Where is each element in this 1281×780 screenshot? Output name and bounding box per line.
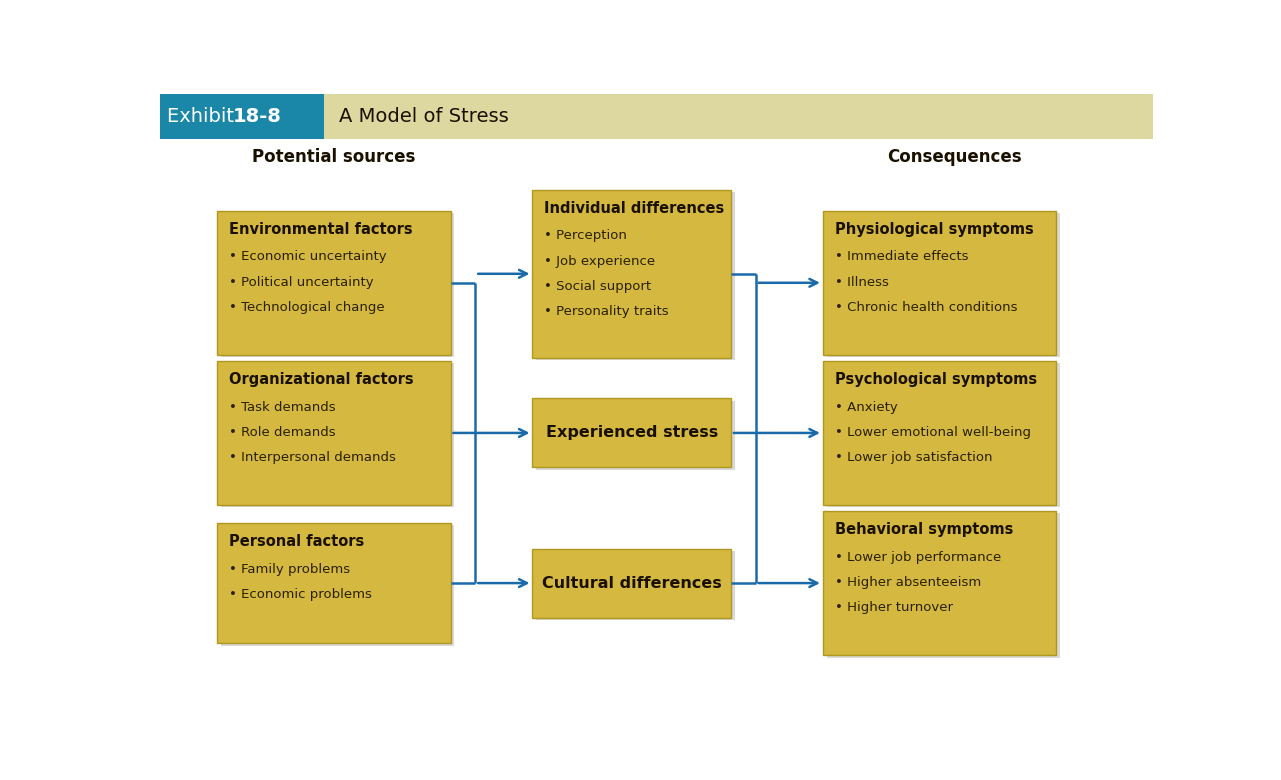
Text: • Lower job satisfaction: • Lower job satisfaction (835, 451, 993, 464)
Text: • Lower job performance: • Lower job performance (835, 551, 1000, 564)
Text: • Perception: • Perception (544, 229, 628, 243)
FancyBboxPatch shape (537, 192, 735, 360)
Text: Personal factors: Personal factors (229, 534, 364, 549)
Text: • Role demands: • Role demands (229, 426, 336, 438)
FancyBboxPatch shape (826, 513, 1061, 658)
Text: Cultural differences: Cultural differences (542, 576, 721, 590)
FancyBboxPatch shape (822, 361, 1056, 505)
FancyBboxPatch shape (822, 511, 1056, 655)
Text: • Technological change: • Technological change (229, 301, 384, 314)
FancyBboxPatch shape (222, 363, 455, 508)
Text: Exhibit: Exhibit (167, 107, 241, 126)
FancyBboxPatch shape (218, 361, 451, 505)
FancyBboxPatch shape (533, 548, 731, 618)
FancyBboxPatch shape (218, 523, 451, 643)
Text: Individual differences: Individual differences (544, 200, 725, 215)
Text: Potential sources: Potential sources (252, 147, 415, 165)
Text: • Family problems: • Family problems (229, 562, 350, 576)
Text: • Higher turnover: • Higher turnover (835, 601, 953, 614)
Text: • Immediate effects: • Immediate effects (835, 250, 968, 264)
Text: • Anxiety: • Anxiety (835, 400, 898, 413)
FancyBboxPatch shape (537, 401, 735, 470)
Text: Consequences: Consequences (886, 147, 1022, 165)
Text: 18-8: 18-8 (233, 107, 282, 126)
FancyBboxPatch shape (324, 94, 1153, 139)
FancyBboxPatch shape (533, 399, 731, 467)
Text: • Chronic health conditions: • Chronic health conditions (835, 301, 1017, 314)
Text: • Social support: • Social support (544, 280, 652, 292)
FancyBboxPatch shape (537, 551, 735, 620)
Text: • Political uncertainty: • Political uncertainty (229, 275, 374, 289)
FancyBboxPatch shape (218, 211, 451, 355)
Text: Organizational factors: Organizational factors (229, 372, 414, 387)
Text: • Illness: • Illness (835, 275, 889, 289)
Text: Environmental factors: Environmental factors (229, 222, 412, 236)
Text: Experienced stress: Experienced stress (546, 425, 717, 441)
FancyBboxPatch shape (826, 213, 1061, 357)
Text: • Lower emotional well-being: • Lower emotional well-being (835, 426, 1031, 438)
Text: • Economic problems: • Economic problems (229, 588, 371, 601)
Text: A Model of Stress: A Model of Stress (338, 107, 509, 126)
Text: • Economic uncertainty: • Economic uncertainty (229, 250, 387, 264)
Text: • Personality traits: • Personality traits (544, 305, 669, 318)
FancyBboxPatch shape (826, 363, 1061, 508)
Text: • Interpersonal demands: • Interpersonal demands (229, 451, 396, 464)
Text: Behavioral symptoms: Behavioral symptoms (835, 522, 1013, 537)
FancyBboxPatch shape (533, 190, 731, 358)
Text: • Higher absenteeism: • Higher absenteeism (835, 576, 981, 589)
FancyBboxPatch shape (822, 211, 1056, 355)
Text: Psychological symptoms: Psychological symptoms (835, 372, 1036, 387)
Text: • Job experience: • Job experience (544, 254, 656, 268)
FancyBboxPatch shape (222, 213, 455, 357)
Text: • Task demands: • Task demands (229, 400, 336, 413)
Text: Physiological symptoms: Physiological symptoms (835, 222, 1034, 236)
FancyBboxPatch shape (222, 526, 455, 646)
FancyBboxPatch shape (160, 94, 324, 139)
